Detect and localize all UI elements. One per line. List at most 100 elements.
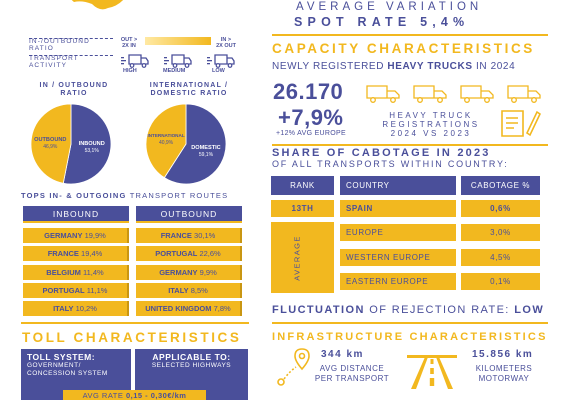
country-map-shape (71, 0, 124, 10)
capacity-subtitle: NEWLY REGISTERED HEAVY TRUCKS IN 2024 (272, 61, 516, 72)
pie-value-label: 40,9% (159, 140, 174, 146)
motorway-road-icon (407, 355, 457, 389)
avg-europe-change: +12% AVG EUROPE (276, 130, 346, 137)
legend-in-2x: IN > 2X OUT (216, 37, 236, 49)
inbound-percent: 11,1% (86, 285, 108, 295)
routes-title: TOPS IN- & OUTGOING TRANSPORT ROUTES (21, 191, 229, 200)
truck-outline-icon (507, 85, 541, 103)
outbound-country: FRANCE (160, 231, 192, 240)
inbound-row: GERMANY 19,9% (23, 228, 129, 243)
inbound-row: BELGIUM 11,4% (23, 264, 129, 280)
change-percent: +7,9% (278, 105, 344, 130)
capacity-divider (272, 34, 548, 36)
inout-ratio-title: IN / OUTBOUND RATIO (39, 82, 109, 97)
activity-high-label: HIGH (123, 68, 137, 74)
outbound-country: ITALY (168, 285, 189, 295)
inbound-country: FRANCE (47, 249, 79, 259)
rejection-rate: FLUCTUATION OF REJECTION RATE: LOW (272, 304, 545, 316)
registered-count: 26.170 (273, 79, 344, 104)
activity-low-label: LOW (212, 68, 225, 74)
outbound-row: FRANCE 30,1% (136, 228, 242, 243)
cabotage-avg-pct: 0,1% (461, 273, 540, 290)
cabotage-average-label: AVERAGE (292, 235, 302, 281)
inbound-percent: 19,9% (84, 231, 106, 240)
inbound-row: PORTUGAL 11,1% (23, 282, 129, 298)
cabotage-header-rank: RANK (271, 176, 334, 195)
pie-value-label: 59,1% (199, 152, 214, 158)
legend-out-2x: OUT > 2X IN (120, 37, 138, 49)
pie-category-label: INBOUND (79, 141, 105, 147)
cabotage-avg-pct: 3,0% (461, 224, 540, 241)
avg-distance-label: AVG DISTANCE PER TRANSPORT (314, 364, 390, 383)
cabotage-title-1: SHARE OF CABOTAGE IN 2023 (272, 147, 491, 159)
activity-medium-label: MEDIUM (163, 68, 186, 74)
pie-value-label: 46,9% (43, 144, 58, 150)
cabotage-avg-country: WESTERN EUROPE (340, 248, 456, 266)
pie-slice-international (145, 103, 187, 179)
outbound-row: PORTUGAL 22,6% (136, 246, 242, 262)
toll-system-label: TOLL SYSTEM: (27, 352, 96, 362)
pie-value-label: 53,1% (85, 148, 100, 154)
inbound-row: ITALY 10,2% (23, 301, 129, 317)
legend-ratio-label: IN-/OUTBOUND RATIO (29, 38, 90, 52)
outbound-percent: 9,9% (199, 267, 217, 277)
spot-rate-line2: SPOT RATE 5,4% (294, 15, 470, 29)
cabotage-header-country: COUNTRY (340, 176, 456, 195)
toll-avg-rate: AVG RATE 0,15 - 0,30€/km (63, 390, 206, 400)
spot-rate-line1: AVERAGE VARIATION (296, 1, 483, 13)
inbound-country: BELGIUM (46, 267, 81, 277)
pie-slice-outbound (30, 103, 72, 184)
inbound-country: PORTUGAL (42, 285, 85, 295)
pie-category-label: INTERNATIONAL (147, 133, 184, 138)
outbound-header: OUTBOUND (136, 206, 242, 223)
toll-applicable-label: APPLICABLE TO: (152, 352, 231, 362)
toll-system-value-1: GOVERNMENT/ (27, 362, 81, 369)
cabotage-rank-value: 13TH (271, 200, 334, 217)
outbound-country: PORTUGAL (155, 249, 198, 259)
pie-slice-domestic (163, 103, 227, 185)
cabotage-average-cell: AVERAGE (271, 222, 334, 293)
motorway-value: 15.856 km (472, 349, 534, 360)
motorway-label: KILOMETERS MOTORWAY (475, 364, 533, 383)
cabotage-avg-country: EASTERN EUROPE (340, 273, 456, 290)
outbound-row: ITALY 8,5% (136, 282, 242, 298)
toll-divider (21, 322, 249, 324)
legend-dash-line-2 (29, 55, 113, 56)
truck-outline-icon (413, 85, 447, 103)
outbound-country: UNITED KINGDOM (145, 304, 212, 314)
outbound-percent: 30,1% (194, 231, 216, 240)
infra-divider (272, 322, 548, 324)
intdom-ratio-title: INTERNATIONAL / DOMESTIC RATIO (149, 82, 229, 97)
inbound-percent: 19,4% (81, 249, 103, 259)
cabotage-pct-value: 0,6% (461, 200, 540, 217)
avg-distance-value: 344 km (321, 349, 364, 360)
inbound-row: FRANCE 19,4% (23, 246, 129, 262)
truck-outline-icon (366, 85, 400, 103)
capacity-title: CAPACITY CHARACTERISTICS (272, 41, 535, 56)
cabotage-header-pct: CABOTAGE % (461, 176, 540, 195)
pie-category-label: DOMESTIC (191, 145, 221, 151)
outbound-row: UNITED KINGDOM 7,8% (136, 301, 242, 317)
outbound-percent: 22,6% (199, 249, 221, 259)
toll-applicable-value: SELECTED HIGHWAYS (151, 362, 232, 369)
outbound-percent: 7,8% (213, 304, 231, 314)
activity-truck-icons (121, 54, 235, 68)
infrastructure-title: INFRASTRUCTURE CHARACTERISTICS (272, 331, 548, 343)
cabotage-title-2: OF ALL TRANSPORTS WITHIN COUNTRY: (272, 159, 509, 169)
inbound-percent: 10,2% (75, 304, 97, 314)
cabotage-avg-country: EUROPE (340, 224, 456, 241)
capacity-truck-icons (366, 85, 541, 103)
outbound-row: GERMANY 9,9% (136, 264, 242, 280)
toll-title: TOLL CHARACTERISTICS (22, 330, 242, 345)
truck-low-icon (207, 54, 235, 68)
inbound-country: ITALY (53, 304, 74, 314)
legend-dash-line (29, 38, 113, 39)
inbound-country: GERMANY (44, 231, 83, 240)
cabotage-divider (272, 144, 548, 146)
pie-slice-inbound (62, 103, 112, 185)
cabotage-avg-pct: 4,5% (461, 248, 540, 266)
legend-gradient-bar (145, 37, 211, 45)
registrations-description: HEAVY TRUCK REGISTRATIONS 2024 VS 2023 (382, 111, 480, 138)
